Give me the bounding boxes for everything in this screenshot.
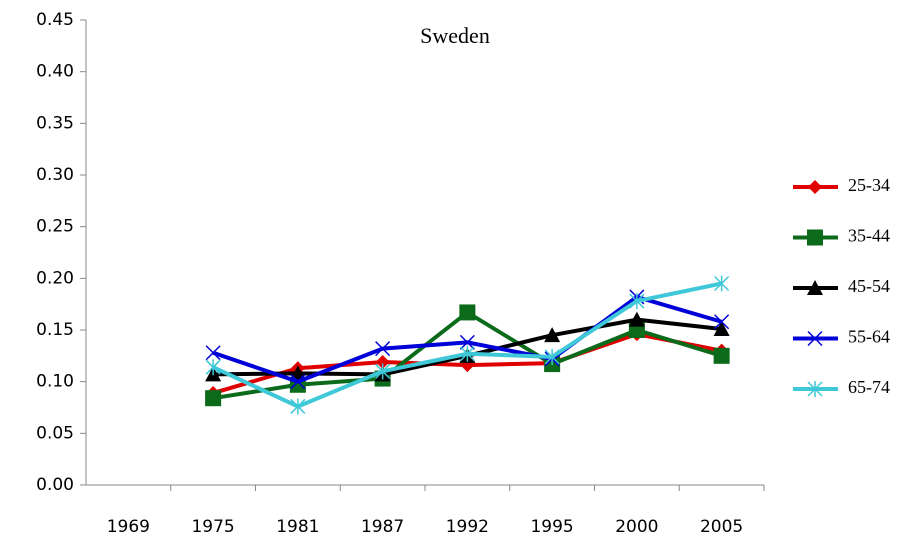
marker	[629, 293, 645, 310]
legend-label: 55-64	[848, 327, 890, 347]
marker	[807, 229, 823, 246]
marker	[713, 320, 730, 336]
marker	[713, 347, 730, 364]
legend-label: 25-34	[848, 175, 890, 195]
series	[205, 275, 730, 415]
x-tick-label: 1969	[107, 517, 150, 537]
marker	[807, 330, 823, 347]
x-tick-label: 1981	[276, 517, 319, 537]
y-tick-label: 0.15	[36, 320, 74, 340]
marker	[459, 334, 475, 350]
y-tick-label: 0.40	[36, 62, 74, 82]
marker	[807, 280, 823, 295]
chart-title: Sweden	[420, 23, 490, 48]
marker	[459, 304, 476, 321]
marker	[808, 180, 822, 194]
marker	[290, 398, 306, 415]
y-tick-label: 0.05	[36, 423, 74, 443]
y-tick-label: 0.30	[36, 165, 74, 185]
marker	[375, 355, 390, 370]
marker	[205, 390, 222, 407]
x-tick-label: 1987	[361, 517, 404, 537]
marker	[205, 345, 221, 361]
marker	[459, 345, 475, 362]
marker	[807, 381, 823, 397]
marker	[205, 359, 221, 376]
marker	[628, 311, 645, 327]
y-tick-label: 0.45	[36, 10, 74, 30]
marker	[290, 374, 306, 390]
y-tick-label: 0.25	[36, 217, 74, 237]
y-tick-label: 0.20	[36, 268, 74, 288]
x-tick-label: 1975	[191, 517, 234, 537]
x-tick-label: 1992	[446, 517, 489, 537]
y-tick-label: 0.00	[36, 475, 74, 495]
series	[206, 327, 729, 401]
legend-label: 45-54	[848, 276, 890, 296]
marker	[544, 348, 560, 365]
x-tick-label: 2000	[615, 517, 658, 537]
marker	[714, 275, 730, 292]
legend-label: 35-44	[848, 226, 890, 246]
marker	[375, 341, 391, 357]
y-tick-label: 0.10	[36, 372, 74, 392]
x-tick-label: 2005	[700, 517, 743, 537]
marker	[375, 363, 391, 380]
y-tick-label: 0.35	[36, 113, 74, 133]
marker	[544, 327, 561, 343]
x-tick-label: 1995	[530, 517, 573, 537]
legend-label: 65-74	[848, 377, 890, 397]
marker	[714, 314, 730, 330]
